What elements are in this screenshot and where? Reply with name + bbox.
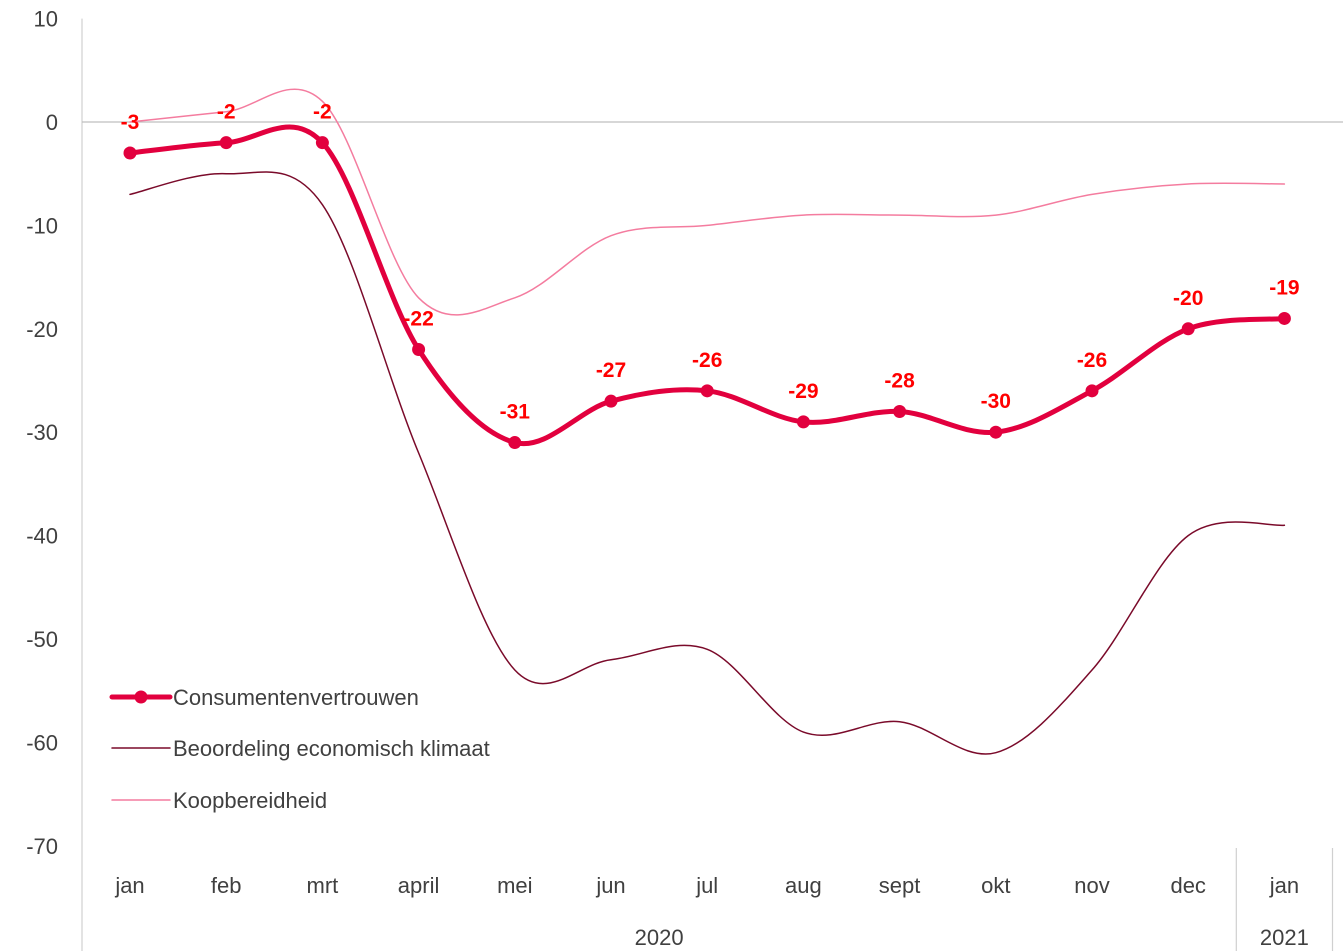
series-line-1 (129, 171, 1286, 755)
y-tick-label: 10 (34, 7, 58, 32)
legend-label: Koopbereidheid (173, 788, 327, 813)
y-tick-label: -40 (26, 524, 58, 549)
data-point (796, 415, 810, 429)
data-label: -28 (884, 370, 915, 393)
x-tick-label: aug (785, 873, 822, 898)
data-label: -19 (1269, 276, 1299, 299)
legend-label: Consumentenvertrouwen (173, 685, 419, 710)
series-line-2 (129, 88, 1286, 316)
data-point (700, 384, 714, 398)
x-tick-label: nov (1074, 873, 1109, 898)
x-tick-label: mrt (307, 873, 339, 898)
data-point (893, 405, 907, 419)
data-point (604, 394, 618, 408)
y-tick-label: -70 (26, 834, 58, 859)
y-tick-label: -10 (26, 213, 58, 238)
y-tick-label: -20 (26, 317, 58, 342)
x-tick-label: jan (1269, 873, 1299, 898)
data-point (412, 342, 426, 356)
x-tick-label: mei (497, 873, 532, 898)
data-point (1085, 384, 1099, 398)
y-tick-label: -50 (26, 627, 58, 652)
year-label: 2020 (635, 925, 684, 950)
year-label: 2021 (1260, 925, 1309, 950)
data-point (123, 146, 137, 160)
data-label: -26 (1077, 349, 1107, 372)
legend-marker (134, 690, 148, 704)
data-point (989, 425, 1003, 439)
data-point (315, 136, 329, 150)
y-tick-label: -30 (26, 420, 58, 445)
series-lines (123, 88, 1291, 755)
x-tick-label: okt (981, 873, 1010, 898)
data-point (1181, 322, 1195, 336)
data-label: -2 (217, 101, 236, 124)
data-label: -30 (981, 390, 1011, 413)
data-label: -26 (692, 349, 722, 372)
y-tick-label: 0 (46, 110, 58, 135)
x-tick-label: feb (211, 873, 242, 898)
data-point (1277, 311, 1291, 325)
x-tick-label: jun (595, 873, 625, 898)
data-label: -20 (1173, 287, 1203, 310)
x-tick-label: jan (114, 873, 144, 898)
data-label: -31 (500, 401, 531, 424)
data-label: -27 (596, 359, 626, 382)
y-tick-label: -60 (26, 730, 58, 755)
data-labels: -3 -2 -2 -22 -31 -27 -26 -29 -28 -30 -26 -20 -19 (121, 101, 1300, 424)
data-label: -3 (121, 111, 140, 134)
x-tick-label: sept (879, 873, 921, 898)
x-tick-label: jul (695, 873, 718, 898)
data-point (508, 436, 522, 450)
data-label: -29 (788, 380, 818, 403)
legend: Consumentenvertrouwen Beoordeling economi… (109, 685, 490, 813)
data-label: -22 (403, 307, 433, 330)
data-label: -2 (313, 101, 332, 124)
data-point (219, 136, 233, 150)
legend-label: Beoordeling economisch klimaat (173, 736, 490, 761)
axes: 10 0 -10 -20 -30 -40 -50 -60 -70 jan feb mrt april me… (26, 7, 1343, 951)
x-tick-label: dec (1170, 873, 1205, 898)
x-tick-label: april (398, 873, 440, 898)
